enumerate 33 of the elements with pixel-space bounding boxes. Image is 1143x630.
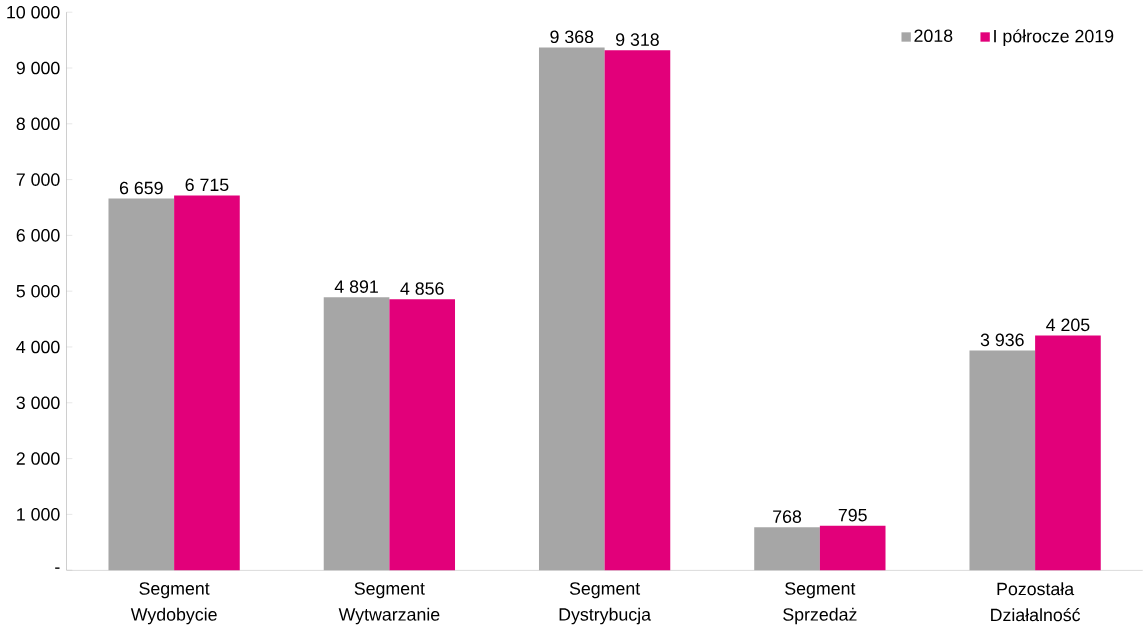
data-label: 3 936 <box>980 333 1024 347</box>
bar <box>604 50 671 571</box>
data-label: 9 368 <box>550 30 594 43</box>
y-tick-label: 7 000 <box>16 173 60 186</box>
y-tick-label: 1 000 <box>17 507 60 521</box>
legend-label: 2018 <box>914 29 953 42</box>
y-tick-label: 10 000 <box>7 5 60 19</box>
x-tick-label: Pozostała Działalność <box>991 582 1081 622</box>
bar <box>174 195 240 571</box>
bar <box>389 299 456 571</box>
data-label: 6 659 <box>119 181 163 195</box>
bar <box>819 525 886 571</box>
y-tick-label: 5 000 <box>16 284 60 298</box>
x-tick-label: Segment Wytwarzanie <box>338 582 440 625</box>
x-tick-label: Segment Sprzedaż <box>783 582 857 625</box>
y-tick-label: 4 000 <box>16 340 60 354</box>
x-tick-label: Segment Wydobycie <box>130 582 217 625</box>
data-label: 6 715 <box>185 178 229 192</box>
data-label: 4 205 <box>1046 318 1090 332</box>
y-tick-label: 9 000 <box>16 61 60 75</box>
data-label: 768 <box>773 510 802 523</box>
bar <box>1035 335 1101 571</box>
y-tick-label: 3 000 <box>16 396 60 409</box>
x-tick-label: Segment Dystrybucja <box>559 582 652 625</box>
y-tick-label: 6 000 <box>16 229 60 242</box>
y-tick-label: - <box>55 567 60 569</box>
data-label: 9 318 <box>616 33 659 46</box>
data-label: 4 856 <box>400 282 444 295</box>
y-tick-label: 2 000 <box>16 452 60 465</box>
data-label: 4 891 <box>334 280 378 293</box>
y-tick-label: 8 000 <box>16 117 60 130</box>
data-label: 795 <box>838 508 867 522</box>
legend-label: I półrocze 2019 <box>994 29 1114 46</box>
